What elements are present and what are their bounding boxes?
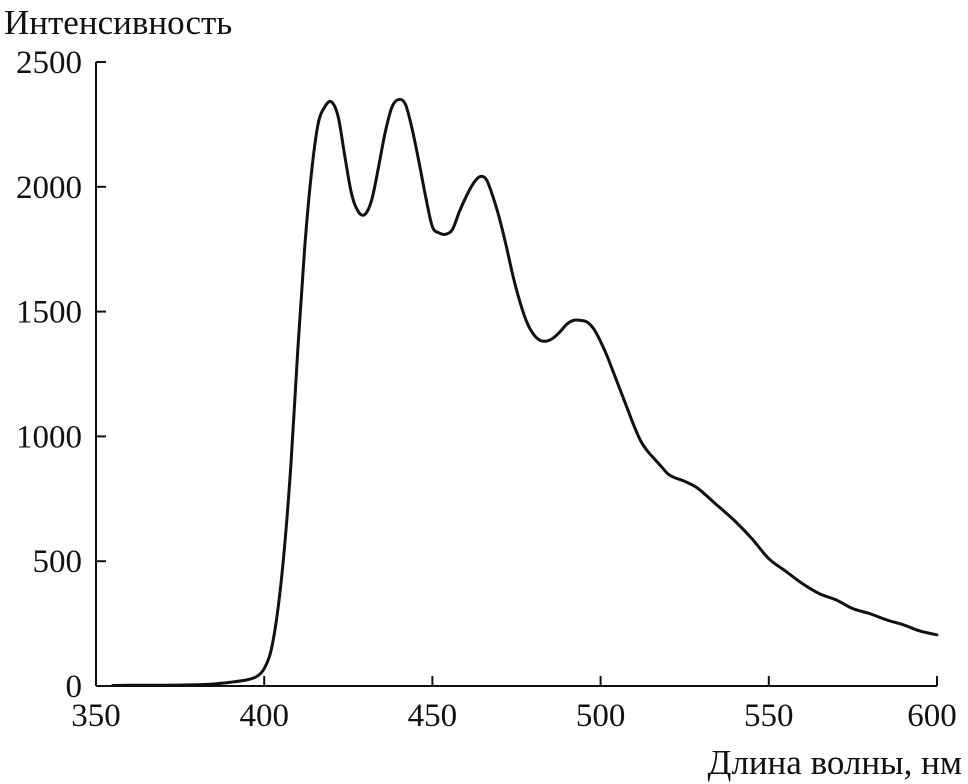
y-tick-label: 2000	[16, 170, 82, 206]
series-line-0	[111, 97, 939, 687]
x-tick-label: 400	[239, 698, 289, 734]
axes	[95, 62, 937, 687]
y-ticks: 0 500 1000 1500 2000 2500	[16, 45, 106, 705]
y-tick-label: 0	[66, 669, 83, 705]
y-tick-label: 500	[33, 544, 83, 580]
x-ticks: 350 400 450 500 550 600	[71, 676, 957, 734]
x-axis-title: Длина волны, нм	[707, 743, 962, 782]
series-group	[111, 97, 939, 687]
x-tick-label: 550	[744, 698, 794, 734]
x-tick-label: 350	[71, 698, 121, 734]
x-tick-label: 500	[576, 698, 626, 734]
y-tick-label: 2500	[16, 45, 82, 81]
y-axis-title: Интенсивность	[4, 3, 232, 42]
x-tick-label: 450	[408, 698, 458, 734]
y-tick-label: 1500	[16, 295, 82, 331]
y-tick-label: 1000	[16, 419, 82, 455]
x-tick-label: 600	[907, 698, 957, 734]
